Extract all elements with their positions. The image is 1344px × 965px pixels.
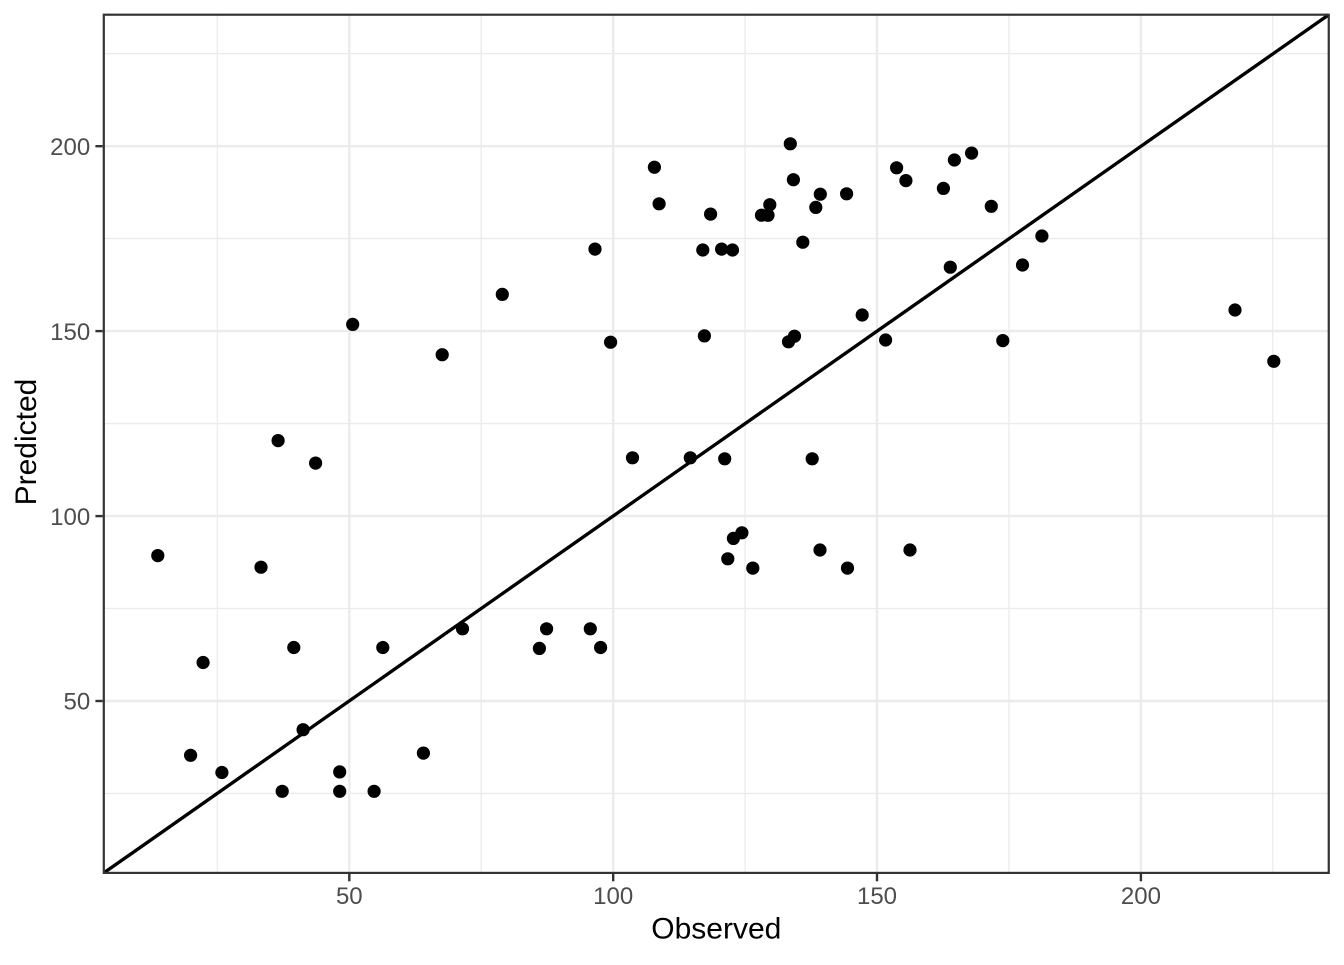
svg-text:50: 50 bbox=[63, 689, 90, 716]
svg-text:100: 100 bbox=[593, 883, 633, 910]
svg-text:Observed: Observed bbox=[651, 913, 781, 946]
svg-text:200: 200 bbox=[1121, 883, 1161, 910]
svg-text:150: 150 bbox=[857, 883, 897, 910]
svg-text:50: 50 bbox=[336, 883, 363, 910]
svg-text:Predicted: Predicted bbox=[10, 379, 43, 506]
svg-text:200: 200 bbox=[50, 134, 90, 161]
svg-text:150: 150 bbox=[50, 319, 90, 346]
svg-text:100: 100 bbox=[50, 504, 90, 531]
